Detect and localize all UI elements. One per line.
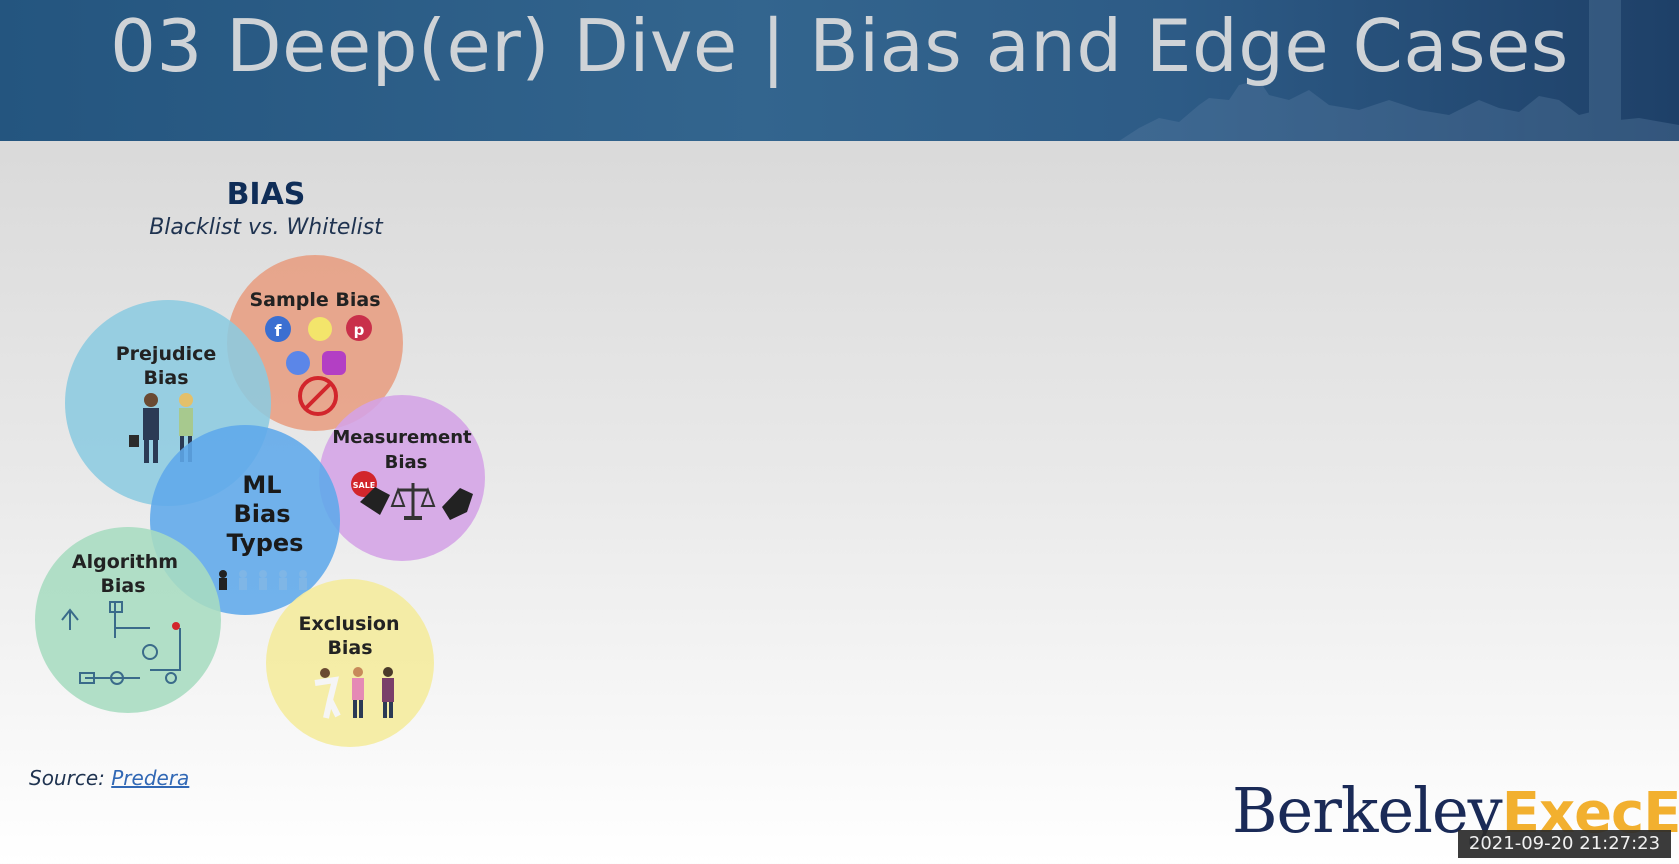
social-media-icons: f p — [265, 315, 372, 416]
flowchart-icon — [61, 601, 181, 685]
algorithm-bias-line1: Algorithm — [72, 551, 178, 573]
ml-label: ML — [242, 471, 281, 499]
instagram-icon — [322, 351, 346, 375]
berkeley-execed-logo: BerkeleyExecEd — [1232, 774, 1679, 854]
no-twitter-icon — [298, 376, 338, 416]
source-prefix: Source: — [29, 766, 105, 790]
sample-bias-circle: Sample Bias f p — [227, 255, 403, 431]
svg-text:SALE: SALE — [353, 481, 376, 490]
algorithm-bias-line2: Bias — [100, 575, 145, 597]
price-tag-icon: SALE — [351, 471, 390, 515]
title-banner: 03 Deep(er) Dive | Bias and Edge Cases — [0, 0, 1679, 141]
sample-bias-label: Sample Bias — [249, 289, 380, 311]
logo-berkeley-text: Berkeley — [1232, 774, 1503, 847]
algorithm-bias-circle: Algorithm Bias — [35, 527, 221, 713]
types-label: Types — [227, 529, 304, 557]
svg-text:p: p — [354, 321, 365, 339]
exclusion-bias-line1: Exclusion — [299, 613, 400, 635]
pinterest-icon — [346, 315, 372, 341]
exclusion-bias-circle: Exclusion Bias — [266, 579, 434, 747]
measurement-bias-line1: Measurement — [332, 427, 472, 448]
person-row-icon — [219, 570, 307, 590]
source-citation: Source: Predera — [29, 766, 189, 790]
section-heading: BIAS — [226, 177, 306, 212]
scales-icon — [390, 483, 436, 520]
ml-bias-types-diagram: Sample Bias f p Prejudice Bias — [35, 255, 485, 747]
prejudice-bias-line2: Bias — [143, 367, 188, 389]
tag-icon — [442, 488, 473, 520]
bias-label: Bias — [234, 500, 291, 528]
timestamp-overlay: 2021-09-20 21:27:23 — [1458, 830, 1671, 858]
section-subtitle: Blacklist vs. Whitelist — [149, 215, 383, 240]
facebook-icon — [265, 316, 291, 342]
svg-text:f: f — [275, 321, 283, 340]
excluded-people-icon — [314, 667, 394, 719]
messenger-icon — [286, 351, 310, 375]
snapchat-icon — [308, 317, 332, 341]
skyline-silhouette — [1119, 0, 1679, 141]
exclusion-bias-line2: Bias — [327, 637, 372, 659]
measurement-bias-line2: Bias — [385, 452, 428, 473]
page-title: 03 Deep(er) Dive | Bias and Edge Cases — [110, 4, 1569, 88]
source-link[interactable]: Predera — [111, 766, 190, 790]
prejudice-bias-line1: Prejudice — [116, 343, 216, 365]
measurement-bias-circle: Measurement Bias SALE — [319, 395, 485, 561]
